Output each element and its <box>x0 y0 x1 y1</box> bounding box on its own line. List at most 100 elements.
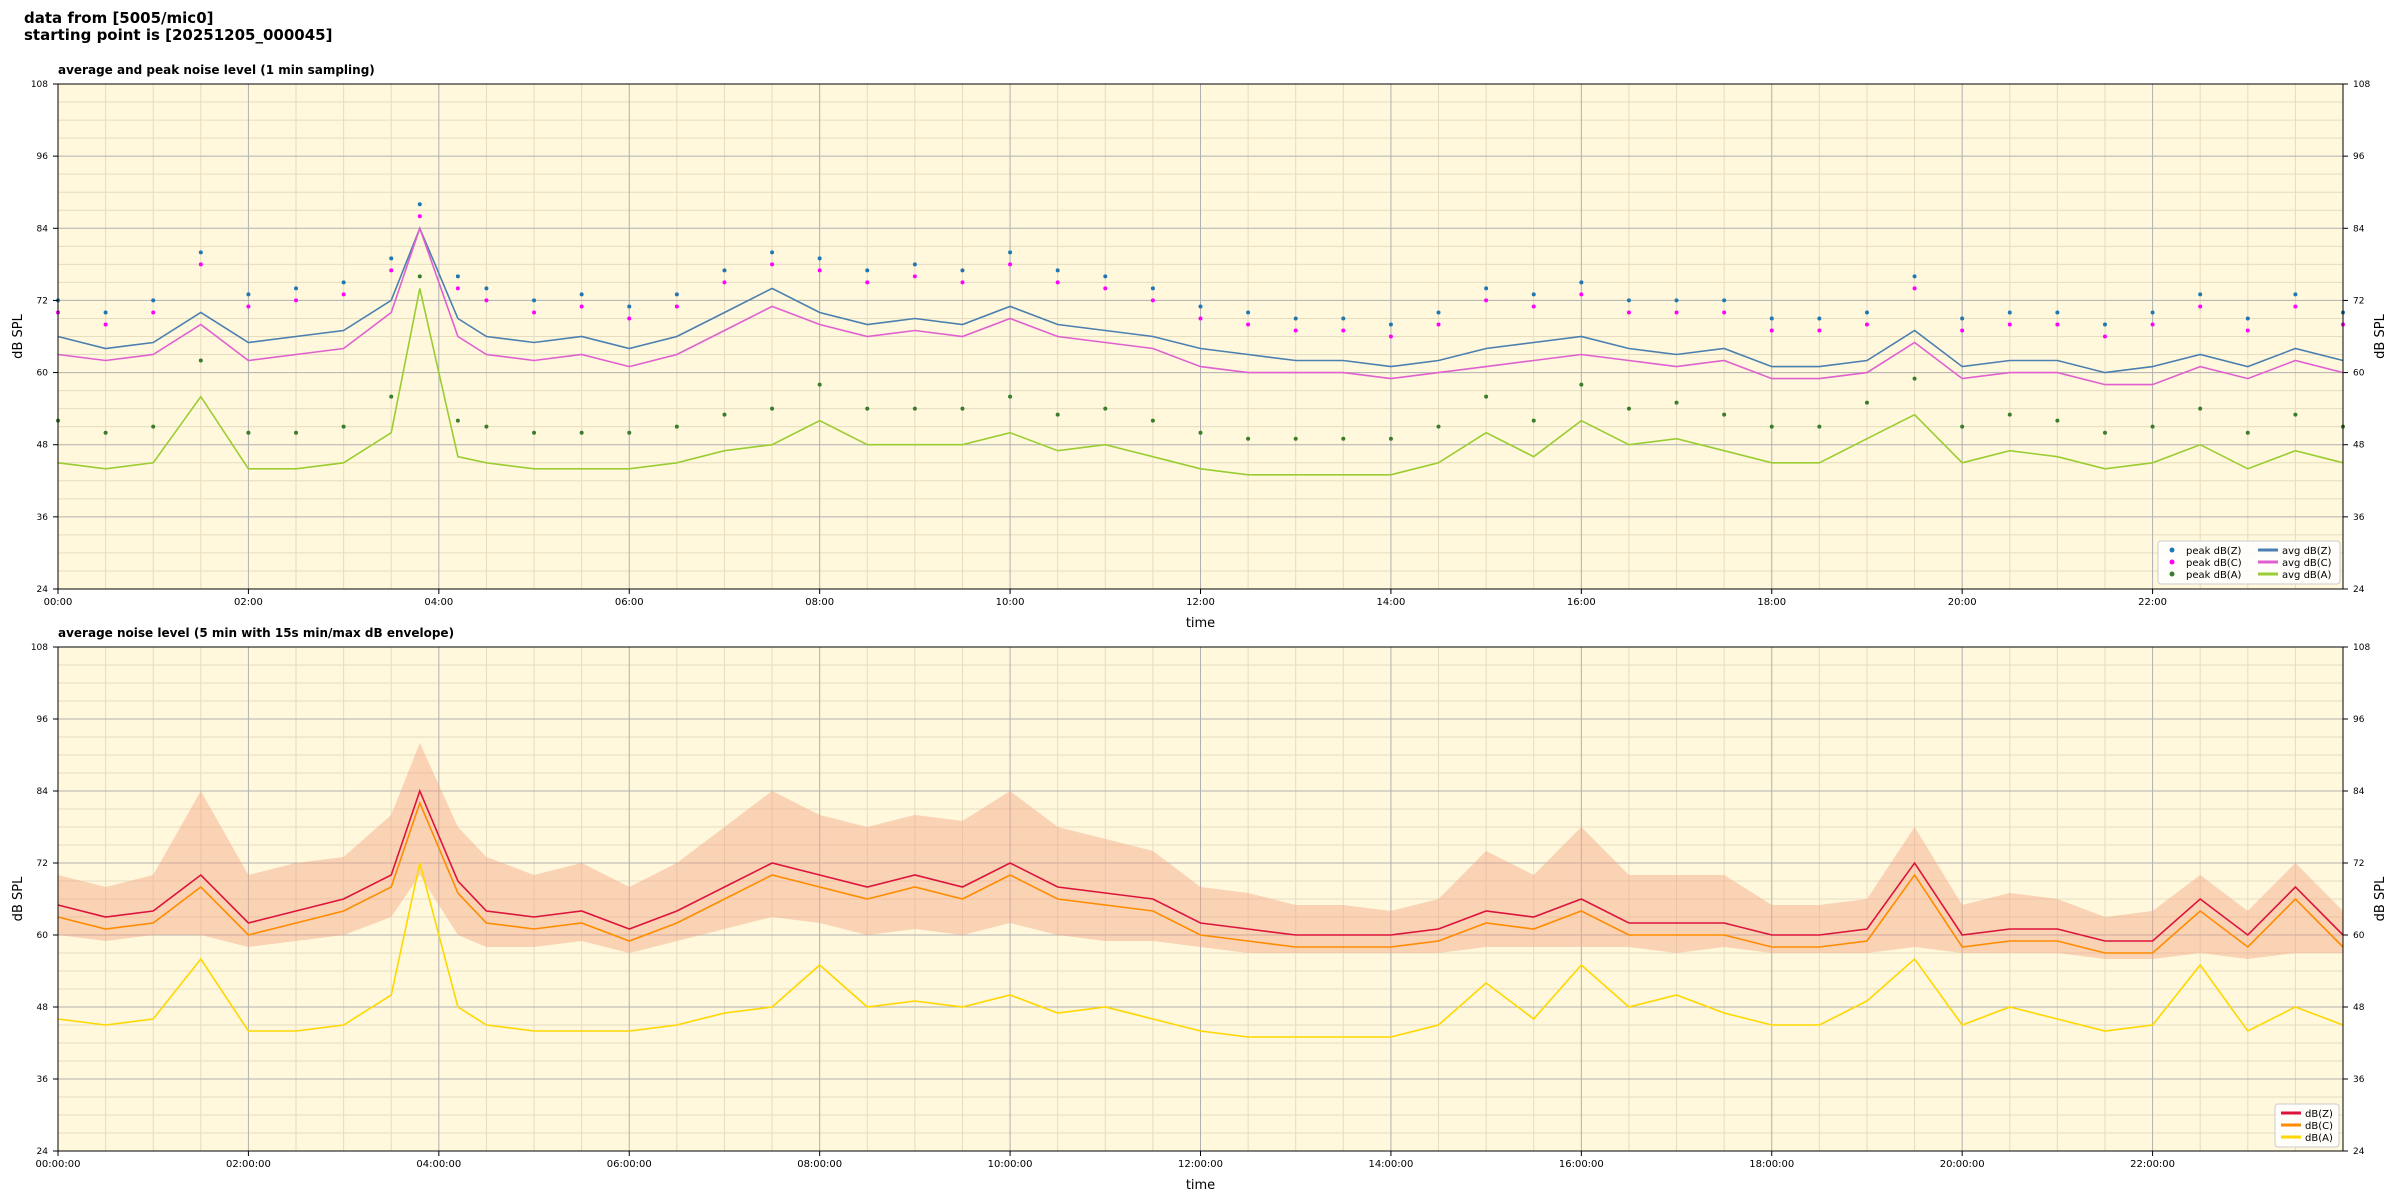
x-tick-label: 20:00 <box>1948 597 1977 608</box>
y-tick-label: 96 <box>37 152 49 162</box>
legend-label: peak dB(Z) <box>2186 546 2242 557</box>
y-tick-label: 60 <box>37 931 49 941</box>
series-point-peak-db-z <box>1531 292 1536 297</box>
chart-panel-1: 00:00 02:00 04:00 06:00 08:00 10:00 12:00 14:00… <box>11 63 2388 631</box>
series-point-peak-db-c <box>417 214 422 219</box>
series-point-peak-db-z <box>2007 310 2012 315</box>
chart-title: average and peak noise level (1 min samp… <box>58 63 375 77</box>
series-line-avg-db-c <box>57 225 2344 386</box>
series-point-peak-db-z <box>1864 310 1869 315</box>
series-point-peak-db-z <box>1722 298 1727 303</box>
series-point-peak-db-a <box>2150 424 2155 429</box>
series-point-peak-db-c <box>455 286 460 291</box>
series-point-peak-db-c <box>2102 334 2107 339</box>
series-point-peak-db-z <box>1579 280 1584 285</box>
series-point-peak-db-z <box>1674 298 1679 303</box>
series-point-peak-db-c <box>1103 286 1108 291</box>
x-tick-label: 06:00 <box>615 597 644 608</box>
series-point-peak-db-z <box>770 250 775 255</box>
x-tick-label: 04:00:00 <box>416 1159 461 1170</box>
series-point-peak-db-z <box>1008 250 1013 255</box>
series-point-peak-db-a <box>627 430 632 435</box>
y-tick-label: 84 <box>37 787 49 797</box>
series-point-peak-db-z <box>417 202 422 207</box>
series-point-peak-db-z <box>198 250 203 255</box>
series-point-peak-db-c <box>1769 328 1774 333</box>
x-tick-label: 20:00:00 <box>1940 1159 1985 1170</box>
series-point-peak-db-a <box>1103 406 1108 411</box>
legend-label: dB(C) <box>2305 1121 2333 1132</box>
series-point-peak-db-a <box>2102 430 2107 435</box>
series-point-peak-db-c <box>532 310 537 315</box>
series-point-peak-db-c <box>1864 322 1869 327</box>
series-point-peak-db-c <box>2293 304 2298 309</box>
series-point-peak-db-a <box>1722 412 1727 417</box>
series-point-peak-db-c <box>1579 292 1584 297</box>
legend: peak dB(Z)peak dB(C)peak dB(A)avg dB(Z)a… <box>2157 540 2341 585</box>
series-point-peak-db-z <box>674 292 679 297</box>
legend-label: dB(Z) <box>2305 1109 2333 1120</box>
series-point-peak-db-z <box>1436 310 1441 315</box>
series-point-peak-db-z <box>151 298 156 303</box>
series-point-peak-db-c <box>1626 310 1631 315</box>
x-tick-label: 18:00:00 <box>1749 1159 1794 1170</box>
series-point-peak-db-c <box>1008 262 1013 267</box>
legend: dB(Z)dB(C)dB(A) <box>2274 1103 2340 1148</box>
series-point-peak-db-a <box>2198 406 2203 411</box>
series-point-peak-db-z <box>1912 274 1917 279</box>
series-point-peak-db-c <box>1341 328 1346 333</box>
series-point-peak-db-c <box>1198 316 1203 321</box>
series-point-peak-db-a <box>246 430 251 435</box>
y-tick-label: 96 <box>37 715 49 725</box>
series-point-peak-db-c <box>627 316 632 321</box>
series-point-peak-db-z <box>960 268 965 273</box>
y-tick-label-right: 108 <box>2353 80 2370 90</box>
y-tick-label-right: 48 <box>2353 1003 2365 1013</box>
legend-marker <box>2169 571 2175 577</box>
legend-label: dB(A) <box>2305 1133 2333 1144</box>
y-tick-label-right: 48 <box>2353 441 2365 451</box>
series-point-peak-db-c <box>1388 334 1393 339</box>
y-tick-label-right: 60 <box>2353 369 2365 379</box>
series-line-db-c <box>57 800 2344 954</box>
series-point-peak-db-c <box>1293 328 1298 333</box>
series-point-peak-db-a <box>865 406 870 411</box>
y-tick-label-right: 84 <box>2353 787 2365 797</box>
y-tick-label: 108 <box>31 80 48 90</box>
series-point-peak-db-a <box>1246 436 1251 441</box>
series-point-peak-db-a <box>417 274 422 279</box>
x-tick-label: 10:00:00 <box>988 1159 1033 1170</box>
series-point-peak-db-a <box>151 424 156 429</box>
y-tick-label: 60 <box>37 369 49 379</box>
series-point-peak-db-a <box>1008 394 1013 399</box>
series-point-peak-db-c <box>151 310 156 315</box>
series-point-peak-db-c <box>770 262 775 267</box>
series-point-peak-db-c <box>674 304 679 309</box>
series-point-peak-db-a <box>103 430 108 435</box>
y-tick-label-right: 36 <box>2353 513 2365 523</box>
series-point-peak-db-a <box>532 430 537 435</box>
x-tick-label: 12:00:00 <box>1178 1159 1223 1170</box>
series-point-peak-db-z <box>865 268 870 273</box>
series-point-peak-db-a <box>484 424 489 429</box>
series-point-peak-db-z <box>1960 316 1965 321</box>
series-point-peak-db-c <box>2245 328 2250 333</box>
series-point-peak-db-z <box>1341 316 1346 321</box>
series-point-peak-db-z <box>1055 268 1060 273</box>
series-line-db-z <box>57 788 2344 942</box>
series-point-peak-db-c <box>341 292 346 297</box>
y-tick-label: 24 <box>37 1147 49 1157</box>
series-point-peak-db-a <box>1864 400 1869 405</box>
series-point-peak-db-a <box>2007 412 2012 417</box>
series-point-peak-db-a <box>770 406 775 411</box>
series-point-peak-db-c <box>1150 298 1155 303</box>
series-point-peak-db-a <box>1960 424 1965 429</box>
y-tick-label: 72 <box>37 296 48 306</box>
series-point-peak-db-z <box>1769 316 1774 321</box>
series-point-peak-db-z <box>722 268 727 273</box>
series-point-peak-db-z <box>389 256 394 261</box>
y-axis-label: dB SPL <box>11 876 26 921</box>
series-point-peak-db-c <box>198 262 203 267</box>
series-point-peak-db-c <box>1960 328 1965 333</box>
series-point-peak-db-a <box>1579 382 1584 387</box>
